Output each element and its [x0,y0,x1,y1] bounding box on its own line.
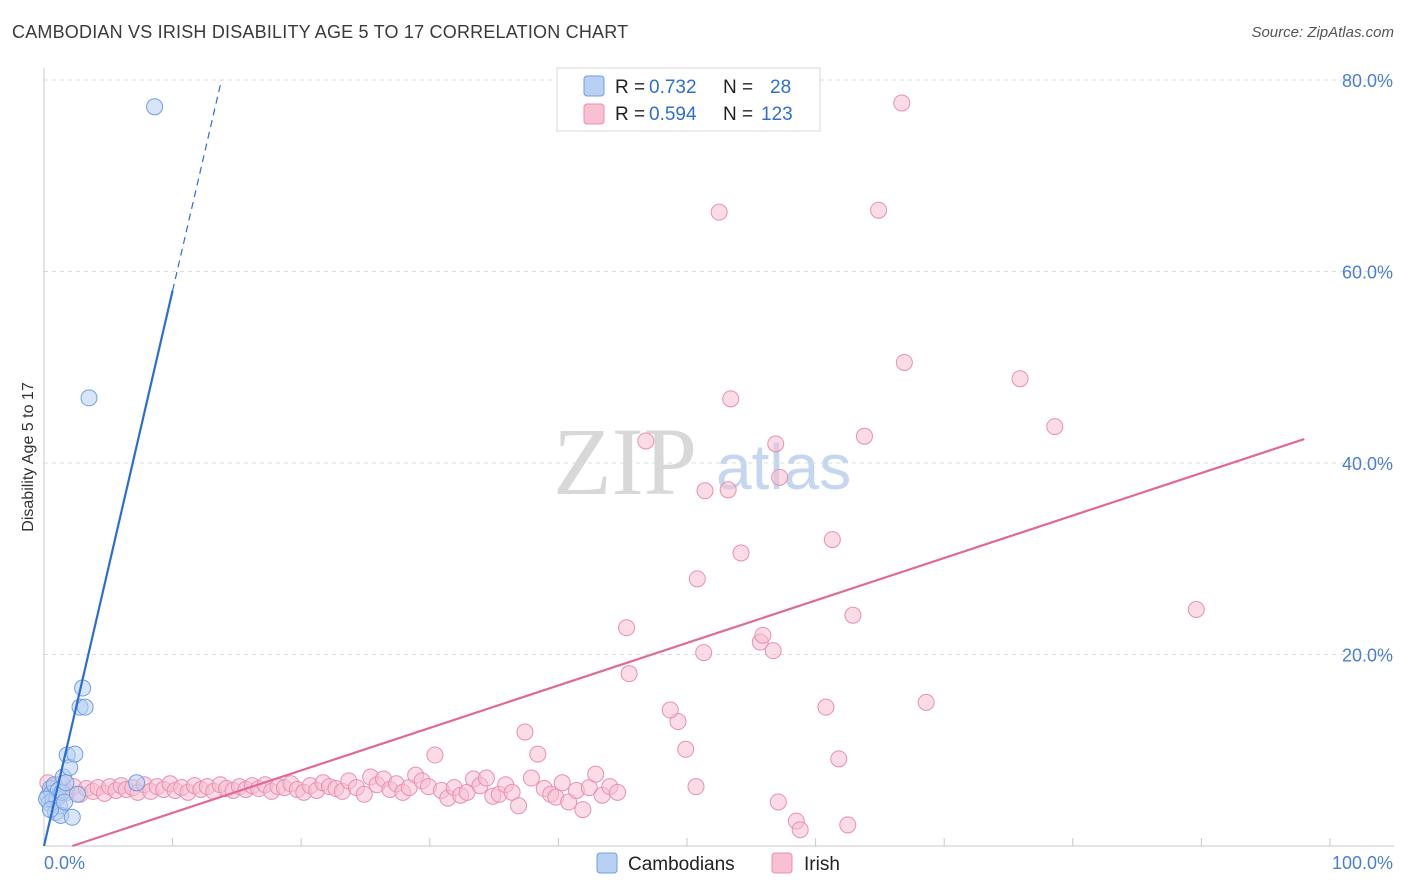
irish-point [661,701,679,719]
irish-point [767,435,785,453]
irish-point [1187,600,1205,618]
irish-point [695,644,713,662]
y-tick-label: 60.0% [1342,263,1393,283]
x-tick-label-max: 100.0% [1332,853,1393,873]
legend-n-value-2: 123 [761,104,793,125]
irish-point [609,783,627,801]
series-legend: Cambodians Irish [596,852,840,875]
legend-r-value-2: 0.594 [649,104,697,125]
bottom-legend-cambodians: Cambodians [628,854,735,875]
cambodian-points [38,98,164,826]
irish-point [754,626,772,644]
irish-point [893,94,911,112]
x-tick-label-min: 0.0% [44,853,85,873]
bottom-legend-irish: Irish [804,854,840,875]
chart-title: CAMBODIAN VS IRISH DISABILITY AGE 5 TO 1… [12,22,629,42]
x-tick-marks [172,838,1331,846]
bottom-legend-swatch-irish [771,852,793,874]
irish-point [1011,370,1029,388]
correlation-legend: R = 0.732 N = 28 R = 0.594 N = 123 [556,67,821,132]
irish-point [618,619,636,637]
irish-point [529,745,547,763]
irish-point [1046,418,1064,436]
cambodian-point [80,389,98,407]
irish-point [516,723,534,741]
irish-point [522,769,540,787]
legend-r-label-2: R = [615,104,645,125]
bottom-legend-swatch-cambodians [596,852,618,874]
irish-point [732,544,750,562]
irish-point [574,801,592,819]
irish-point [839,816,857,834]
irish-point [830,750,848,768]
irish-point [688,570,706,588]
legend-n-label-2: N = [723,104,753,125]
irish-point [620,665,638,683]
cambodian-trend-extension [172,79,223,291]
irish-point [895,353,913,371]
legend-r-value-1: 0.732 [649,77,697,98]
irish-point [870,201,888,219]
irish-point [844,606,862,624]
cambodian-point [128,774,146,792]
irish-point [722,390,740,408]
irish-point [855,427,873,445]
irish-point [771,468,789,486]
irish-point [719,481,737,499]
gridlines [44,79,1394,655]
irish-point [696,482,714,500]
irish-point [355,785,373,803]
legend-swatch-cambodians [583,75,605,97]
cambodian-point [146,98,164,116]
irish-point [677,740,695,758]
irish-point [823,531,841,549]
irish-point [769,793,787,811]
irish-point [637,432,655,450]
trend-lines [42,79,1305,848]
legend-r-label-1: R = [615,77,645,98]
irish-point [817,698,835,716]
irish-point [791,821,809,839]
legend-swatch-irish [583,103,605,125]
cambodian-trend-line [42,290,174,847]
legend-n-value-1: 28 [770,77,791,98]
cambodian-point [76,698,94,716]
cambodian-point [66,745,84,763]
y-tick-label: 20.0% [1342,646,1393,666]
irish-point [710,203,728,221]
chart-source: Source: ZipAtlas.com [1251,24,1394,41]
irish-trend-line [71,438,1305,848]
watermark-zip: ZIP [553,408,697,515]
legend-n-label-1: N = [723,77,753,98]
cambodian-point [56,793,74,811]
irish-point [687,778,705,796]
y-tick-label: 80.0% [1342,71,1393,91]
irish-point [426,746,444,764]
y-tick-label: 40.0% [1342,454,1393,474]
y-axis-label: Disability Age 5 to 17 [20,382,37,532]
irish-point [764,642,782,660]
cambodian-point [63,808,81,826]
y-tick-labels: 20.0% 40.0% 60.0% 80.0% [1342,71,1393,666]
irish-point [510,797,528,815]
irish-point [917,693,935,711]
irish-point [477,769,495,787]
cambodian-point [68,785,86,803]
irish-point [587,765,605,783]
irish-point [553,774,571,792]
